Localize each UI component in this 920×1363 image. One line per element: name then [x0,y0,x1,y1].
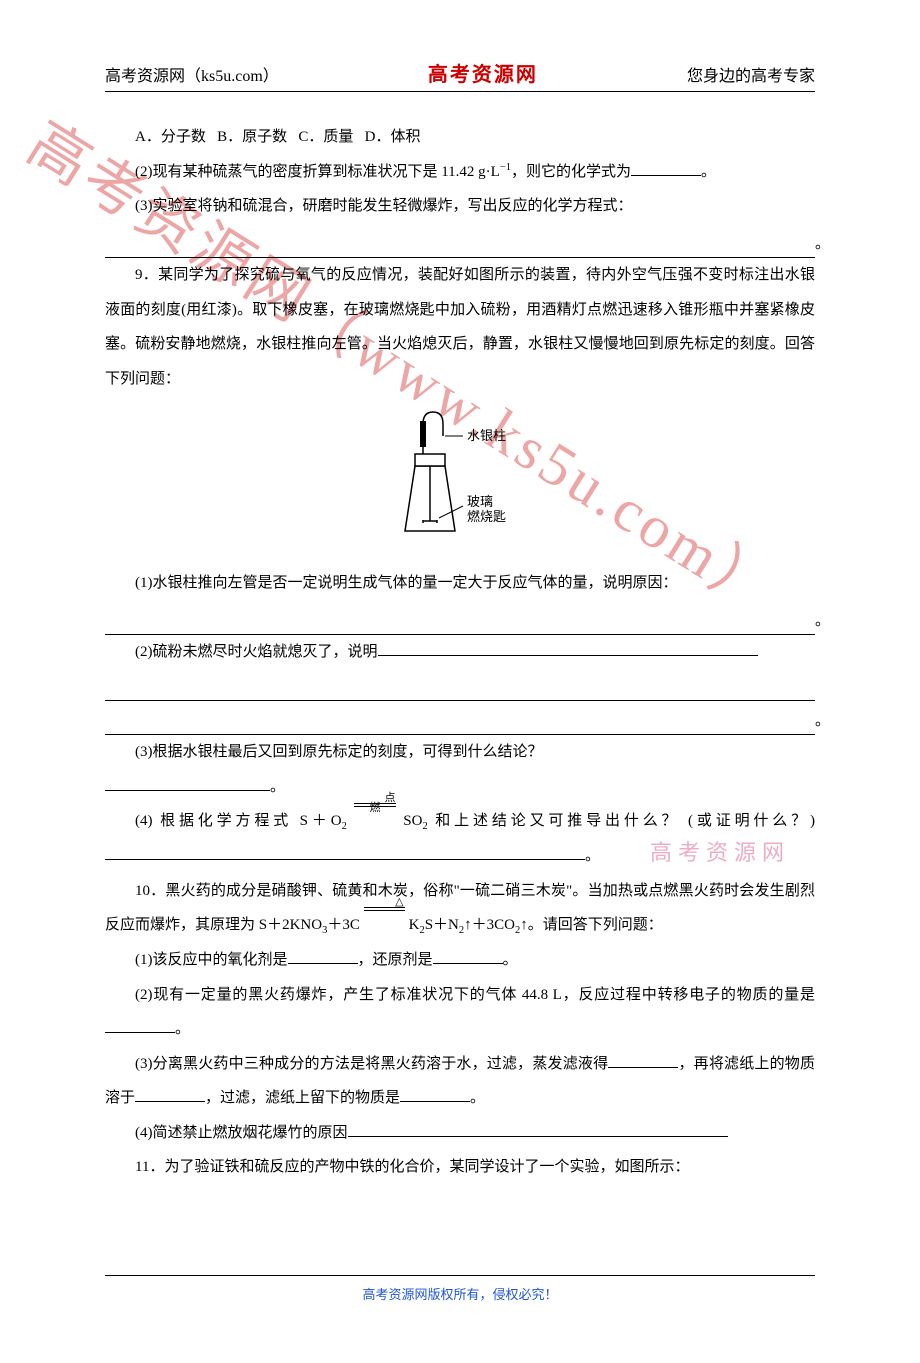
q10-4: (4)简述禁止燃放烟花爆竹的原因 [105,1116,815,1151]
answer-line [105,224,815,259]
label-spoon1: 玻璃 [467,494,493,509]
blank [608,1053,678,1068]
header-left: 高考资源网（ks5u.com） [105,62,279,86]
q9-3-blank: 。 [105,770,815,805]
t: 。 [470,1090,485,1106]
answer-line [105,666,815,701]
t: 。 [175,1021,190,1037]
q10-intro: 10．黑火药的成分是硝酸钾、硫黄和木炭，俗称"一硫二硝三木炭"。当加热或点燃黑火… [105,874,815,944]
q2-prefix: (2)现有某种硫蒸气的密度折算到标准状况下是 11.42 g·L [135,164,500,180]
blank [433,949,503,964]
q10-3: (3)分离黑火药中三种成分的方法是将黑火药溶于水，过滤，蒸发滤液得，再将滤纸上的… [105,1047,815,1116]
choice-c: C．质量 [298,129,353,145]
t: ，过滤，滤纸上留下的物质是 [205,1090,400,1106]
reaction-arrow: 点燃 [354,804,395,839]
q2-end: 。 [701,164,716,180]
reaction-arrow: △ [364,908,405,943]
t: (1)该反应中的氧化剂是 [135,952,288,968]
label-spoon2: 燃烧匙 [467,509,506,524]
q9-4-c: 和上述结论又可推导出什么？ (或证明什么？) [428,813,815,829]
page-footer: 高考资源网版权所有，侵权必究！ [105,1275,815,1303]
q10-f: ↑。请回答下列问题： [520,917,663,933]
flask-svg: 水银柱 玻璃 燃烧匙 [360,406,560,546]
q10-d: S＋N [425,917,459,933]
blank [135,1087,205,1102]
blank [105,1018,175,1033]
blank [105,845,585,860]
q10-1: (1)该反应中的氧化剂是 ，还原剂是 。 [105,943,815,978]
answer-line [105,701,815,736]
t: (2)现有一定量的黑火药爆炸，产生了标准状况下的气体 44.8 L，反应过程中转… [135,987,815,1003]
choices-line: A．分子数 B．原子数 C．质量 D．体积 [105,120,815,155]
apparatus-diagram: 水银柱 玻璃 燃烧匙 [105,406,815,560]
blank [400,1087,470,1102]
q2-suffix: ，则它的化学式为 [511,164,631,180]
q9-intro: 9．某同学为了探究硫与氧气的反应情况，装配好如图所示的装置，待内外空气压强不变时… [105,258,815,396]
blank [105,776,270,791]
t: 。 [503,952,518,968]
answer-line [105,600,815,635]
q2-exp: −1 [500,162,511,173]
q10-2: (2)现有一定量的黑火药爆炸，产生了标准状况下的气体 44.8 L，反应过程中转… [105,978,815,1047]
blank [378,641,758,656]
t: (3)分离黑火药中三种成分的方法是将黑火药溶于水，过滤，蒸发滤液得 [135,1056,608,1072]
choice-b: B．原子数 [217,129,287,145]
q9-1: (1)水银柱推向左管是否一定说明生成气体的量一定大于反应气体的量，说明原因： [105,566,815,601]
t: (4)简述禁止燃放烟花爆竹的原因 [135,1125,348,1141]
choice-d: D．体积 [365,129,421,145]
q11: 11．为了验证铁和硫反应的产物中铁的化合价，某同学设计了一个实验，如图所示： [105,1150,815,1185]
q9-3: (3)根据水银柱最后又回到原先标定的刻度，可得到什么结论？ [105,735,815,770]
t: ，还原剂是 [358,952,433,968]
blank [631,161,701,176]
q9-4-a: (4) 根据化学方程式 S＋O [135,813,342,829]
q10-e: ↑＋3CO [464,917,515,933]
sub: 2 [342,821,347,832]
q10-b: ＋3C [327,917,363,933]
blank [288,949,358,964]
q9-2-text: (2)硫粉未燃尽时火焰就熄灭了，说明 [135,644,378,660]
q9-4: (4) 根据化学方程式 S＋O2 点燃 SO2 和上述结论又可推导出什么？ (或… [105,804,815,874]
header-center-logo: 高考资源网 [428,58,538,87]
label-mercury: 水银柱 [467,428,506,443]
q10-c: K [405,917,420,933]
q-sub2: (2)现有某种硫蒸气的密度折算到标准状况下是 11.42 g·L−1，则它的化学… [105,155,815,190]
q9-4-b: SO [396,813,423,829]
page-header: 高考资源网（ks5u.com） 高考资源网 您身边的高考专家 [105,58,815,92]
choice-a: A．分子数 [135,129,206,145]
q-sub3: (3)实验室将钠和硫混合，研磨时能发生轻微爆炸，写出反应的化学方程式： [105,189,815,224]
blank [348,1122,728,1137]
document-body: A．分子数 B．原子数 C．质量 D．体积 (2)现有某种硫蒸气的密度折算到标准… [105,120,815,1185]
header-right: 您身边的高考专家 [687,62,815,86]
q9-2: (2)硫粉未燃尽时火焰就熄灭了，说明 [105,635,815,670]
